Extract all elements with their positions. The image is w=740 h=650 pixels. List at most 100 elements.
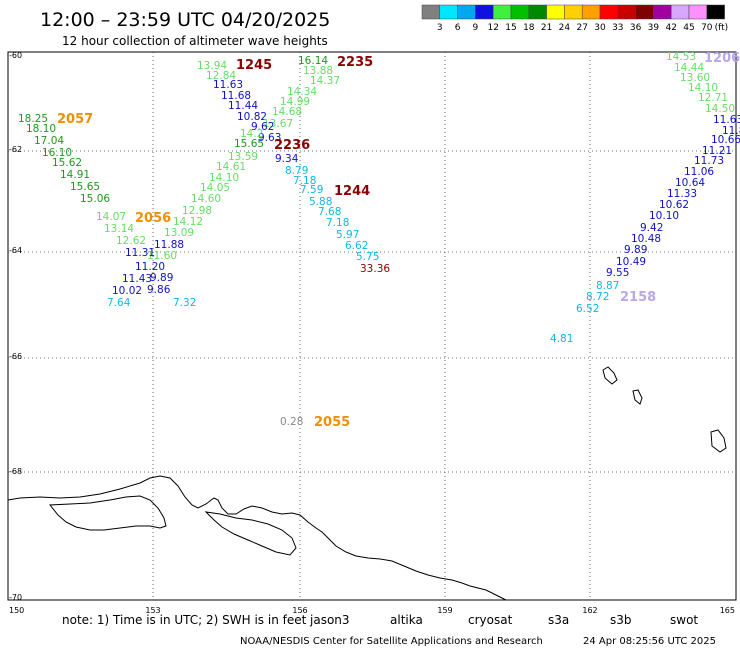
latitude-label: -60 — [9, 51, 22, 60]
wave-height-value: 11.63 — [713, 114, 740, 126]
wave-height-value: 18.25 — [18, 113, 48, 125]
wave-height-value: 33.36 — [360, 263, 390, 275]
wave-height-value: 11.33 — [667, 188, 697, 200]
wave-height-value: 10.62 — [659, 199, 689, 211]
wave-height-value: 13.14 — [104, 223, 134, 235]
footer-timestamp: 24 Apr 08:25:56 UTC 2025 — [583, 636, 716, 647]
scale-label: 6 — [455, 23, 461, 33]
wave-height-value: 5.75 — [356, 251, 379, 263]
wave-height-value: 10.48 — [631, 233, 661, 245]
wave-height-value: 10.82 — [237, 111, 267, 123]
wave-height-value: 4.81 — [550, 333, 573, 345]
pass-time-label: 1245 — [236, 58, 272, 73]
scale-swatch — [635, 4, 654, 20]
scale-swatch — [564, 4, 583, 20]
axis-labels: 150 153 156 159 162 165 -60 -62 -64 -66 -68 -70 — [9, 51, 735, 615]
island — [710, 429, 727, 453]
wave-height-value: 14.37 — [310, 75, 340, 87]
scale-label: 21 — [541, 23, 552, 33]
scale-label: 3 — [437, 23, 443, 33]
wave-height-value: 9.34 — [275, 153, 299, 165]
scale-swatch — [492, 4, 512, 20]
wave-height-value: 18.10 — [26, 123, 56, 135]
wave-height-value: 11.21 — [702, 145, 732, 157]
wave-height-value: 17.04 — [34, 135, 64, 147]
wave-height-value: 15.65 — [70, 181, 100, 193]
scale-unit: (ft) — [715, 23, 729, 33]
pass-time-label: 1244 — [334, 184, 370, 199]
scale-swatch — [421, 4, 441, 20]
satellite-legend: jason3 altika cryosat s3a s3b swot — [309, 613, 698, 627]
wave-height-value: 7.64 — [107, 297, 131, 309]
pass-time-label: 2236 — [274, 138, 310, 153]
wave-height-value: 9.55 — [606, 267, 629, 279]
wave-height-value: 15.65 — [234, 138, 264, 150]
wave-height-value: 15.62 — [52, 157, 82, 169]
wave-height-value: 13.59 — [228, 151, 258, 163]
scale-label: 45 — [683, 23, 694, 33]
scale-label: 9 — [473, 23, 479, 33]
longitude-label: 153 — [145, 606, 160, 615]
wave-height-value: 6.52 — [576, 303, 599, 315]
map-title: 12:00 – 23:59 UTC 04/20/2025 — [40, 9, 330, 31]
scale-swatch — [599, 4, 619, 20]
wave-height-value: 8.87 — [596, 280, 619, 292]
latitude-label: -68 — [9, 467, 22, 476]
wave-height-value: 14.44 — [674, 62, 704, 74]
wave-height-value: 14.91 — [60, 169, 90, 181]
wave-height-value: 8.79 — [285, 165, 308, 177]
scale-swatch — [653, 4, 672, 20]
wave-height-value: 12.84 — [206, 70, 236, 82]
wave-height-value: 14.61 — [216, 161, 246, 173]
antarctic-coastline — [7, 475, 507, 601]
pass-time-label: 2235 — [337, 55, 373, 70]
longitude-label: 162 — [582, 606, 597, 615]
wave-height-value: 14.99 — [280, 96, 310, 108]
scale-swatch — [457, 4, 476, 20]
scale-label: 24 — [559, 23, 571, 33]
wave-height-value: 11.8 — [722, 125, 740, 137]
wave-height-value: 16.14 — [298, 55, 328, 67]
wave-height-value: 11.44 — [228, 100, 258, 112]
color-scale: 3 6 9 12 15 18 21 24 27 30 33 36 39 42 45 70 (ft) — [421, 4, 729, 33]
scale-label: 70 — [701, 23, 713, 33]
wave-height-value: 5.88 — [309, 196, 332, 208]
wave-height-value: 13.94 — [197, 60, 227, 72]
wave-height-value: 7.68 — [318, 206, 341, 218]
wave-height-value: 11.68 — [221, 90, 251, 102]
wave-height-value: 10.49 — [616, 256, 646, 268]
wave-height-value: 13.09 — [164, 227, 194, 239]
satellite-name: cryosat — [468, 613, 513, 627]
wave-height-value: 9.63 — [258, 132, 281, 144]
wave-height-value: 14.05 — [200, 182, 230, 194]
wave-height-value: 11.20 — [135, 261, 165, 273]
wave-height-value: 10.02 — [112, 285, 142, 297]
wave-height-value: 7.59 — [300, 184, 323, 196]
scale-label: 27 — [576, 23, 587, 33]
wave-height-value: 9.86 — [147, 284, 171, 296]
wave-height-value: 14.53 — [666, 51, 696, 63]
wave-height-value: 10.66 — [711, 134, 740, 146]
satellite-name: jason3 — [309, 613, 350, 627]
wave-height-value: 9.89 — [624, 244, 647, 256]
wave-height-value: 11.63 — [213, 79, 243, 91]
scale-swatch — [475, 4, 494, 20]
wave-height-value: 6.62 — [345, 240, 368, 252]
wave-height-value: 14.07 — [96, 211, 126, 223]
wave-height-value: 13.88 — [303, 65, 333, 77]
satellite-name: s3b — [610, 613, 632, 627]
wave-height-value: 13.60 — [680, 72, 710, 84]
wave-height-value: 14.50 — [705, 103, 735, 115]
scale-label: 33 — [612, 23, 623, 33]
wave-height-value: 12.98 — [182, 205, 212, 217]
scale-label: 39 — [648, 23, 660, 33]
scale-label: 15 — [505, 23, 516, 33]
pass-time-label: 2057 — [57, 112, 93, 127]
scale-label: 36 — [630, 23, 642, 33]
scale-swatch — [510, 4, 530, 20]
scale-swatch — [706, 4, 725, 20]
scale-label: 18 — [523, 23, 535, 33]
scale-swatch — [670, 4, 690, 20]
wave-height-value: 11.88 — [154, 239, 184, 251]
